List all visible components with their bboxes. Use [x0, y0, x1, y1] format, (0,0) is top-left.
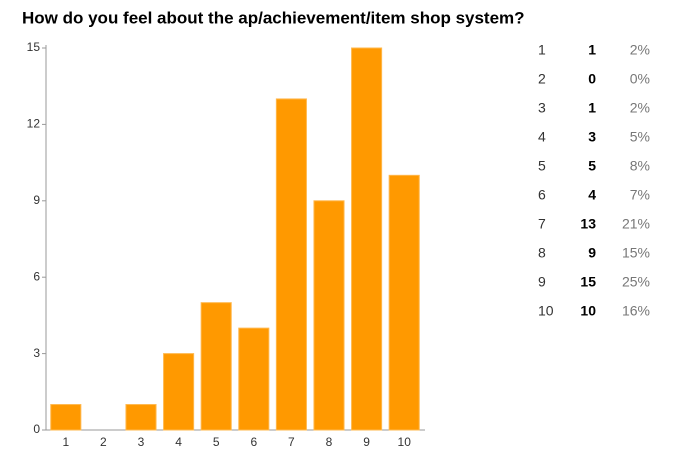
x-tick-label: 9: [363, 435, 370, 449]
table-count: 13: [580, 216, 596, 232]
table-count: 4: [588, 187, 596, 203]
chart-title: How do you feel about the ap/achievement…: [22, 8, 525, 27]
x-tick-label: 8: [326, 435, 333, 449]
table-count: 15: [580, 274, 596, 290]
y-tick-label: 0: [33, 422, 40, 436]
bar: [351, 47, 383, 431]
x-tick-label: 3: [138, 435, 145, 449]
table-percent: 2%: [630, 100, 650, 116]
table-percent: 5%: [630, 129, 650, 145]
y-tick-label: 9: [33, 193, 40, 207]
table-percent: 16%: [622, 303, 650, 319]
table-percent: 15%: [622, 245, 650, 261]
table-label: 10: [538, 303, 554, 319]
bar: [388, 174, 420, 431]
x-tick-label: 10: [398, 435, 412, 449]
bar: [125, 404, 157, 431]
table-label: 6: [538, 187, 546, 203]
x-tick-label: 6: [250, 435, 257, 449]
x-tick-label: 1: [62, 435, 69, 449]
table-label: 9: [538, 274, 546, 290]
x-tick-label: 7: [288, 435, 295, 449]
table-label: 2: [538, 71, 546, 87]
bar: [163, 353, 195, 431]
table-percent: 25%: [622, 274, 650, 290]
table-count: 9: [588, 245, 596, 261]
table-percent: 7%: [630, 187, 650, 203]
table-percent: 8%: [630, 158, 650, 174]
table-count: 3: [588, 129, 596, 145]
bar: [200, 302, 232, 431]
table-label: 4: [538, 129, 546, 145]
table-label: 7: [538, 216, 546, 232]
table-label: 5: [538, 158, 546, 174]
bar: [275, 98, 307, 431]
table-count: 1: [588, 100, 596, 116]
x-tick-label: 4: [175, 435, 182, 449]
table-count: 0: [588, 71, 596, 87]
table-percent: 0%: [630, 71, 650, 87]
bar: [313, 200, 345, 431]
table-count: 5: [588, 158, 596, 174]
table-count: 1: [588, 42, 596, 58]
x-tick-label: 2: [100, 435, 107, 449]
table-label: 1: [538, 42, 546, 58]
table-count: 10: [580, 303, 596, 319]
y-tick-label: 6: [33, 269, 40, 283]
table-label: 3: [538, 100, 546, 116]
y-tick-label: 3: [33, 346, 40, 360]
x-tick-label: 5: [213, 435, 220, 449]
y-tick-label: 12: [27, 117, 41, 131]
table-percent: 21%: [622, 216, 650, 232]
table-percent: 2%: [630, 42, 650, 58]
y-tick-label: 15: [27, 40, 41, 54]
table-label: 8: [538, 245, 546, 261]
bar: [238, 327, 270, 431]
bar: [50, 404, 82, 431]
